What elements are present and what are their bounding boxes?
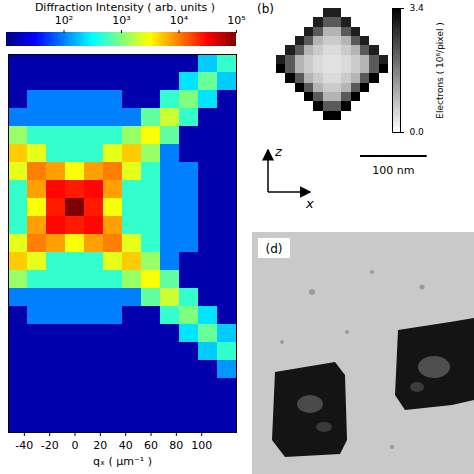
html-text:Diffraction Intensity ( arb. u: Diffraction Intensity ( arb. units ) — [34, 1, 216, 14]
svg-text:Electrons ( 10⁶/pixel ): Electrons ( 10⁶/pixel ) — [435, 22, 445, 119]
svg-text:10⁵: 10⁵ — [227, 14, 245, 27]
svg-text:100 nm: 100 nm — [372, 164, 414, 177]
svg-text:40: 40 — [119, 439, 133, 452]
svg-text:0: 0 — [72, 439, 79, 452]
svg-text:10³: 10³ — [112, 14, 130, 27]
svg-text:-20: -20 — [41, 439, 59, 452]
svg-text:60: 60 — [144, 439, 158, 452]
svg-text:-40: -40 — [15, 439, 33, 452]
svg-text:x: x — [305, 196, 314, 211]
svg-text:qₓ ( μm⁻¹ ): qₓ ( μm⁻¹ ) — [93, 455, 152, 468]
svg-text:3.4: 3.4 — [410, 3, 425, 13]
svg-text:10²: 10² — [55, 14, 73, 27]
svg-text:20: 20 — [93, 439, 107, 452]
svg-text:100: 100 — [191, 439, 212, 452]
svg-text:(d): (d) — [266, 242, 283, 256]
svg-text:z: z — [274, 144, 283, 159]
svg-text:0.0: 0.0 — [410, 127, 425, 137]
html-text:(b): (b) — [257, 2, 274, 16]
svg-text:10⁴: 10⁴ — [170, 14, 189, 27]
svg-text:80: 80 — [169, 439, 183, 452]
